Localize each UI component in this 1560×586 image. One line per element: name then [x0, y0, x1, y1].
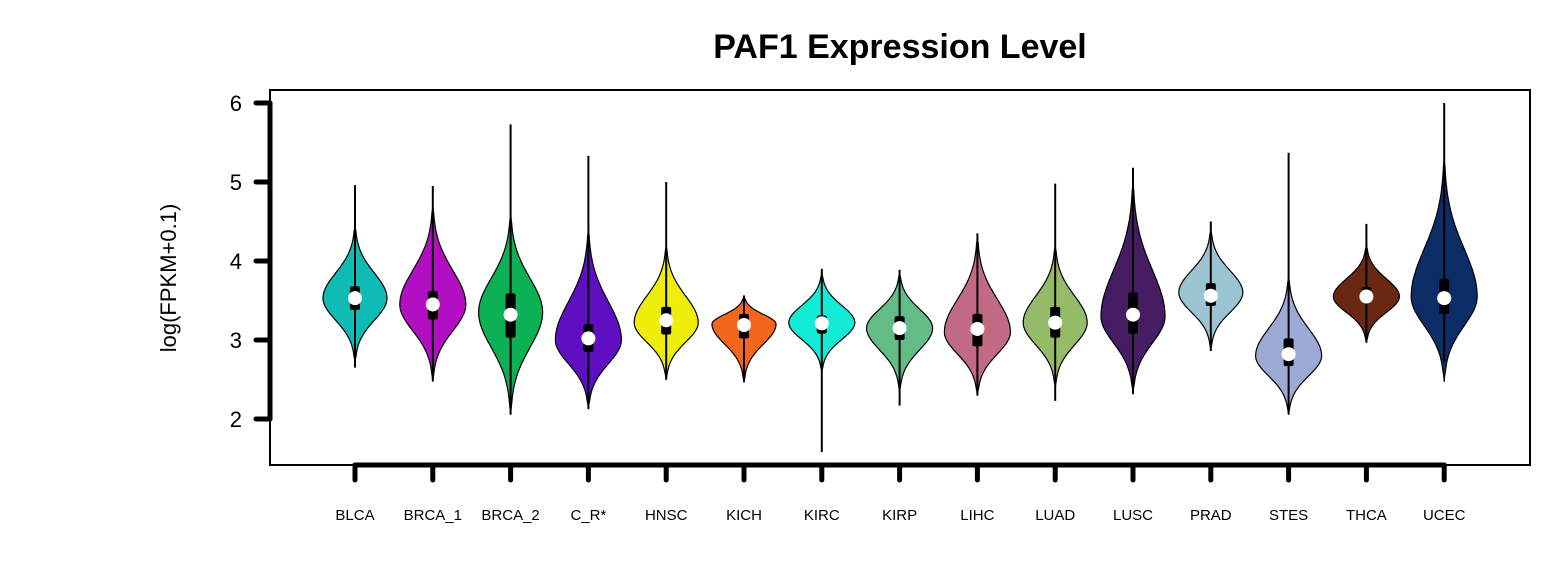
x-tick-label: LUAD [1035, 507, 1075, 524]
chart-title: PAF1 Expression Level [713, 28, 1087, 66]
violin-BRCA_2 [478, 124, 544, 415]
violin-BLCA [322, 185, 388, 368]
violin-LUSC [1100, 167, 1166, 395]
median-point [348, 291, 362, 306]
median-point [1126, 307, 1140, 322]
x-tick-label: KICH [726, 507, 762, 524]
x-tick-label: BLCA [335, 507, 374, 524]
x-tick-label: BRCA_1 [404, 507, 462, 524]
y-axis-label: log(FPKM+0.1) [156, 204, 181, 353]
x-tick-label: LIHC [960, 507, 994, 524]
median-point [892, 321, 907, 336]
median-point [425, 297, 440, 312]
median-point [1048, 315, 1063, 330]
median-point [970, 321, 985, 336]
median-point [659, 313, 674, 328]
y-tick-label: 6 [230, 91, 242, 116]
violin-series [322, 103, 1478, 453]
x-tick-label: C_R* [570, 507, 606, 524]
violin-PRAD [1178, 221, 1244, 352]
median-point [503, 307, 518, 322]
x-tick-label: BRCA_2 [481, 507, 539, 524]
x-tick-label: PRAD [1190, 507, 1232, 524]
y-axis: 2 3 4 5 6 [230, 91, 273, 432]
violin-KICH [711, 295, 777, 383]
y-tick-label: 3 [230, 328, 242, 353]
y-tick-label: 4 [230, 249, 242, 274]
x-tick-label: STES [1269, 507, 1308, 524]
y-tick-label: 2 [230, 407, 242, 432]
x-tick-label: THCA [1346, 507, 1387, 524]
violin-UCEC [1410, 103, 1478, 382]
y-tick-label: 5 [230, 170, 242, 195]
median-point [1281, 347, 1296, 362]
median-point [814, 316, 829, 331]
violin-LUAD [1022, 183, 1088, 401]
x-tick-label: UCEC [1423, 507, 1466, 524]
violin-LIHC [943, 233, 1012, 396]
violin-HNSC [633, 182, 699, 381]
x-axis: BLCA BRCA_1 BRCA_2 C_R* HNSC KICH KIRC KIRP LIHC… [335, 462, 1466, 524]
x-tick-label: KIRC [804, 507, 840, 524]
violin-STES [1254, 152, 1323, 415]
median-point [581, 331, 596, 346]
violin-C_R* [554, 155, 623, 410]
violin-BRCA_1 [399, 185, 467, 382]
median-point [1203, 288, 1218, 303]
x-tick-label: LUSC [1113, 507, 1153, 524]
violin-THCA [1332, 223, 1401, 343]
median-point [1437, 291, 1452, 306]
median-point [737, 317, 751, 332]
x-tick-label: HNSC [645, 507, 688, 524]
violin-KIRP [866, 269, 934, 406]
median-point [1359, 289, 1374, 304]
violin-KIRC [788, 268, 856, 453]
x-tick-label: KIRP [882, 507, 917, 524]
